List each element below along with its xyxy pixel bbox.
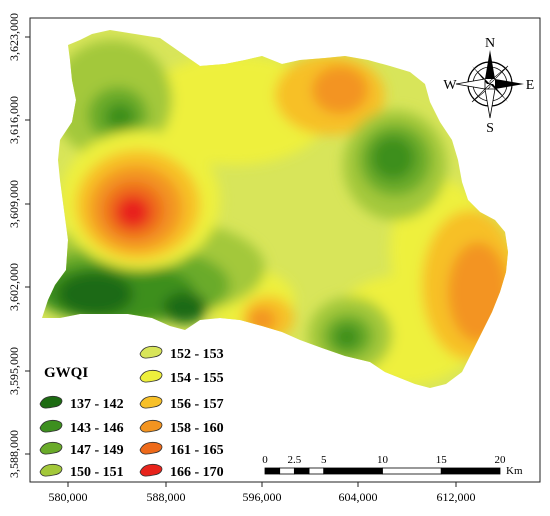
zone-nw-143 xyxy=(105,103,135,131)
scale-segment xyxy=(308,467,325,475)
north-arrow: N S E W xyxy=(443,36,534,136)
legend-label: 161 - 165 xyxy=(170,443,224,458)
legend-item: 150 - 151 xyxy=(39,463,124,480)
scale-segment xyxy=(440,467,501,475)
compass-west-point xyxy=(455,78,486,90)
legend-label: 143 - 146 xyxy=(70,421,124,436)
scale-segment xyxy=(279,467,295,475)
y-tick-label: 3,588,000 xyxy=(7,430,21,478)
compass-label-e: E xyxy=(526,78,535,93)
zone-north-158 xyxy=(312,66,368,114)
zone-sc-143 xyxy=(334,325,360,349)
legend-item: 156 - 157 xyxy=(139,395,224,412)
y-tick-label: 3,595,000 xyxy=(7,347,21,395)
compass-label-w: W xyxy=(443,78,457,93)
scale-segment xyxy=(382,467,442,475)
legend-item: 137 - 142 xyxy=(39,395,124,412)
compass-east-point xyxy=(495,79,524,89)
legend-title: GWQI xyxy=(44,365,88,381)
legend-swatch xyxy=(39,395,63,409)
scale-tick-label: 15 xyxy=(436,454,448,466)
legend-swatch xyxy=(139,345,163,359)
legend-label: 154 - 155 xyxy=(170,371,224,386)
scale-tick-label: 5 xyxy=(321,454,327,466)
scale-tick-label: 2.5 xyxy=(288,454,302,466)
scale-tick-label: 10 xyxy=(377,454,389,466)
legend-label: 147 - 149 xyxy=(70,443,124,458)
legend-item: 152 - 153 xyxy=(139,345,224,362)
legend-item: 158 - 160 xyxy=(139,419,224,436)
legend-item: 166 - 170 xyxy=(139,463,224,480)
scale-tick-label: 20 xyxy=(495,454,507,466)
compass-diag-2 xyxy=(490,84,508,102)
legend-swatch xyxy=(39,441,63,455)
legend-item: 161 - 165 xyxy=(139,441,224,458)
x-tick-label: 612,000 xyxy=(437,490,476,504)
scale-segment xyxy=(293,467,310,475)
scale-segment xyxy=(323,467,383,475)
legend-swatch xyxy=(139,419,163,433)
legend-swatch xyxy=(139,463,163,477)
legend-swatch xyxy=(139,395,163,409)
scale-tick-label: 0 xyxy=(262,454,268,466)
zone-w-166 xyxy=(116,196,150,228)
y-tick-label: 3,609,000 xyxy=(7,180,21,228)
x-axis: 580,000 588,000 596,000 604,000 612,000 xyxy=(49,482,476,504)
compass-diag-4 xyxy=(471,83,491,103)
legend-item: 143 - 146 xyxy=(39,419,124,436)
scale-unit: Km xyxy=(506,465,523,477)
legend-label: 150 - 151 xyxy=(70,465,124,480)
legend-label: 137 - 142 xyxy=(70,397,124,412)
compass-label-n: N xyxy=(485,36,495,51)
legend-swatch xyxy=(139,441,163,455)
legend: GWQI 137 - 142 143 - 146 147 - 149 150 - 15… xyxy=(39,345,224,480)
scale-segment xyxy=(264,467,281,475)
compass-south-point xyxy=(484,88,496,119)
x-tick-label: 596,000 xyxy=(243,490,282,504)
legend-item: 154 - 155 xyxy=(139,369,224,386)
legend-label: 158 - 160 xyxy=(170,421,224,436)
y-axis: 3,623,000 3,616,000 3,609,000 3,602,000 3,59… xyxy=(7,13,30,478)
legend-swatch xyxy=(139,369,163,383)
legend-swatch xyxy=(39,463,63,477)
legend-label: 166 - 170 xyxy=(170,465,224,480)
legend-label: 156 - 157 xyxy=(170,397,224,412)
y-tick-label: 3,616,000 xyxy=(7,96,21,144)
compass-north-point xyxy=(485,50,495,79)
zone-sw-137a xyxy=(57,272,133,316)
legend-swatch xyxy=(39,419,63,433)
zone-sw-137b xyxy=(163,292,207,324)
compass-diag-1 xyxy=(472,66,490,84)
compass-label-s: S xyxy=(486,121,494,136)
x-tick-label: 580,000 xyxy=(49,490,88,504)
compass-diag-3 xyxy=(489,65,509,85)
y-tick-label: 3,602,000 xyxy=(7,263,21,311)
legend-item: 147 - 149 xyxy=(39,441,124,458)
legend-label: 152 - 153 xyxy=(170,347,224,362)
x-tick-label: 604,000 xyxy=(339,490,378,504)
x-tick-label: 588,000 xyxy=(147,490,186,504)
y-tick-label: 3,623,000 xyxy=(7,13,21,61)
zone-ne-143 xyxy=(371,136,415,180)
